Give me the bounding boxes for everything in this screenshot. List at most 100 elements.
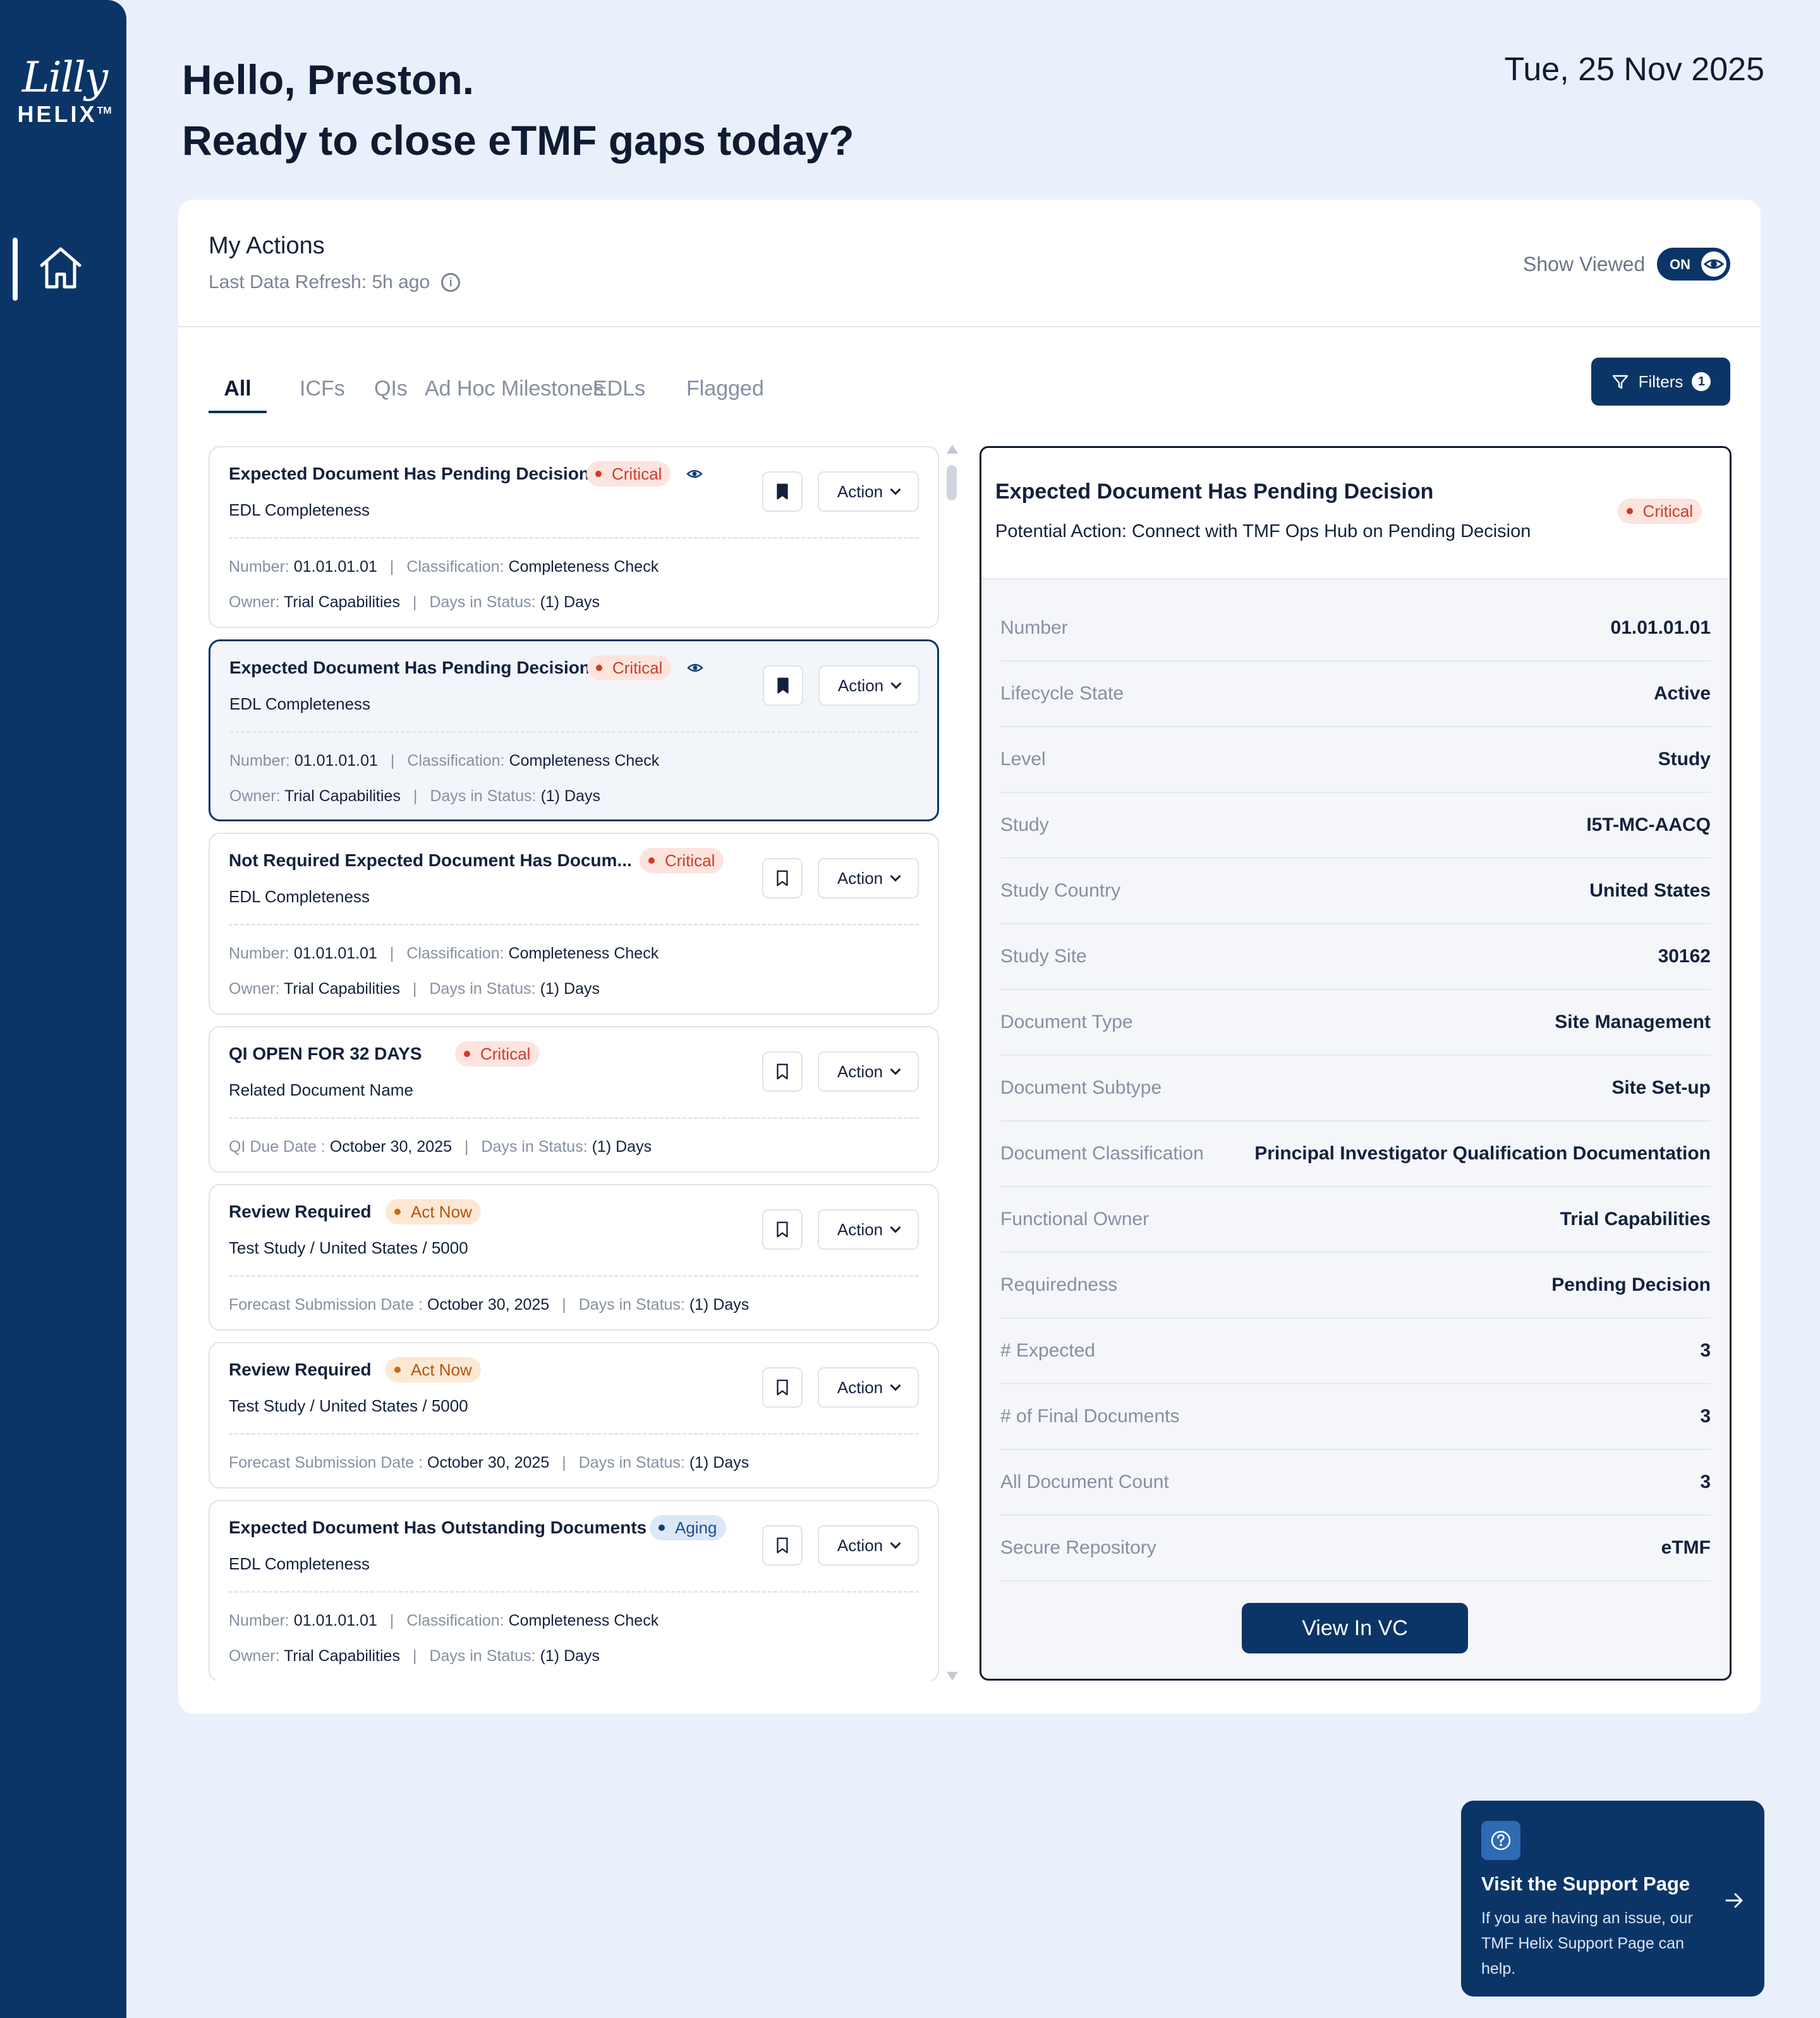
bookmark-icon: [777, 1537, 788, 1554]
detail-status-badge: Critical: [1617, 498, 1702, 524]
bookmark-icon: [777, 483, 788, 500]
bookmark-button[interactable]: [762, 858, 803, 898]
action-item-subtitle: Related Document Name: [229, 1080, 413, 1099]
view-in-vc-button[interactable]: View In VC: [1242, 1603, 1468, 1653]
scrollbar-thumb[interactable]: [947, 465, 957, 500]
toggle-knob: [1701, 251, 1726, 277]
meta-value: Trial Capabilities: [284, 1647, 400, 1665]
detail-title: Expected Document Has Pending Decision: [995, 480, 1434, 504]
scroll-up-arrow[interactable]: [947, 445, 958, 454]
detail-row: All Document Count 3: [1000, 1450, 1711, 1516]
detail-row-label: Level: [1000, 749, 1046, 770]
scroll-down-arrow[interactable]: [947, 1672, 958, 1681]
meta-separator: |: [412, 980, 417, 998]
action-item-card[interactable]: Expected Document Has Pending Decision Cr…: [209, 446, 939, 628]
detail-row-label: # Expected: [1000, 1340, 1096, 1361]
action-dropdown-button[interactable]: Action: [818, 471, 919, 512]
bookmark-button[interactable]: [762, 1051, 803, 1092]
bookmark-button[interactable]: [763, 665, 803, 706]
detail-row-label: Requiredness: [1000, 1274, 1118, 1295]
action-item-card[interactable]: Review Required Act Now Test Study / Unite…: [209, 1342, 939, 1489]
detail-row-label: Functional Owner: [1000, 1209, 1150, 1230]
support-card[interactable]: Visit the Support Page If you are having…: [1461, 1801, 1764, 1997]
meta-value: October 30, 2025: [427, 1454, 550, 1471]
action-item-title: Expected Document Has Outstanding Docume…: [229, 1518, 647, 1537]
action-item-card[interactable]: Expected Document Has Pending Decision Cr…: [209, 639, 939, 821]
tab-edls[interactable]: EDLs: [593, 377, 646, 401]
detail-row: Functional Owner Trial Capabilities: [1000, 1187, 1711, 1253]
chevron-down-icon: [890, 1222, 901, 1233]
action-dropdown-button[interactable]: Action: [818, 858, 919, 898]
meta-label: Classification:: [406, 1612, 504, 1629]
bookmark-button[interactable]: [762, 471, 803, 512]
greeting-line-2: Ready to close eTMF gaps today?: [182, 117, 854, 164]
item-divider: [229, 1275, 919, 1277]
toggle-state-label: ON: [1670, 257, 1690, 272]
bookmark-button[interactable]: [762, 1209, 803, 1250]
status-badge: Act Now: [385, 1357, 481, 1382]
action-list[interactable]: Expected Document Has Pending Decision Cr…: [209, 446, 939, 1681]
action-dropdown-button[interactable]: Action: [818, 665, 919, 706]
status-badge: Critical: [455, 1041, 540, 1066]
action-item-card[interactable]: Not Required Expected Document Has Docum…: [209, 833, 939, 1015]
info-icon[interactable]: i: [441, 273, 461, 292]
detail-header: Expected Document Has Pending Decision P…: [981, 448, 1730, 579]
meta-label: Days in Status:: [429, 1647, 536, 1665]
detail-row: Lifecycle State Active: [1000, 662, 1711, 727]
detail-row: # of Final Documents 3: [1000, 1384, 1711, 1450]
action-item-card[interactable]: QI OPEN FOR 32 DAYS Critical Related Docum…: [209, 1026, 939, 1173]
filters-button[interactable]: Filters 1: [1591, 358, 1730, 406]
home-icon[interactable]: [35, 243, 86, 293]
action-item-meta: QI Due Date : October 30, 2025 | Days in S…: [229, 1136, 652, 1157]
action-item-subtitle: EDL Completeness: [229, 694, 371, 713]
chevron-down-icon: [890, 1380, 901, 1391]
lilly-helix-logo[interactable]: Lilly HELIXTM: [14, 57, 115, 127]
help-icon-wrap: [1481, 1821, 1520, 1860]
meta-value: (1) Days: [540, 1647, 600, 1665]
detail-row: Number 01.01.01.01: [1000, 596, 1711, 662]
action-dropdown-button[interactable]: Action: [818, 1051, 919, 1092]
action-dropdown-button[interactable]: Action: [818, 1209, 919, 1250]
action-item-meta: Forecast Submission Date : October 30, 2…: [229, 1452, 749, 1473]
action-item-subtitle: EDL Completeness: [229, 1554, 370, 1573]
action-dropdown-button[interactable]: Action: [818, 1367, 919, 1408]
meta-label: Days in Status:: [481, 1138, 588, 1156]
action-item-meta: Owner: Trial Capabilities | Days in Status…: [229, 978, 600, 1000]
meta-label: Number:: [229, 558, 289, 576]
detail-row: Document Subtype Site Set-up: [1000, 1056, 1711, 1121]
action-label: Action: [837, 1377, 883, 1397]
detail-row: Study I5T-MC-AACQ: [1000, 793, 1711, 859]
support-title: Visit the Support Page: [1481, 1873, 1690, 1895]
tab-ad-hoc-milestones[interactable]: Ad Hoc Milestones: [425, 377, 604, 401]
meta-value: (1) Days: [540, 980, 600, 998]
meta-value: (1) Days: [689, 1296, 749, 1314]
meta-label: Number:: [229, 945, 289, 962]
meta-separator: |: [464, 1138, 469, 1156]
show-viewed-toggle[interactable]: ON: [1657, 248, 1730, 281]
meta-value: Trial Capabilities: [284, 593, 400, 611]
logo-wordmark: HELIXTM: [17, 101, 112, 127]
meta-label: Days in Status:: [429, 980, 536, 998]
action-item-card[interactable]: Expected Document Has Outstanding Docume…: [209, 1500, 939, 1681]
bookmark-button[interactable]: [762, 1525, 803, 1566]
show-viewed-label: Show Viewed: [1523, 253, 1646, 275]
action-dropdown-button[interactable]: Action: [818, 1525, 919, 1566]
nav-active-indicator: [13, 238, 18, 301]
tab-icfs[interactable]: ICFs: [300, 377, 345, 401]
meta-label: Number:: [229, 1612, 289, 1629]
meta-label: Classification:: [407, 752, 505, 770]
tab-flagged[interactable]: Flagged: [686, 377, 764, 401]
tab-all[interactable]: All: [209, 366, 267, 413]
meta-separator: |: [389, 945, 394, 962]
meta-value: (1) Days: [540, 787, 601, 805]
bookmark-button[interactable]: [762, 1367, 803, 1408]
meta-value: (1) Days: [540, 593, 600, 611]
detail-row-value: Principal Investigator Qualification Doc…: [1254, 1143, 1711, 1164]
action-item-title: Not Required Expected Document Has Docum…: [229, 850, 632, 870]
detail-row-value: Trial Capabilities: [1560, 1209, 1711, 1230]
meta-label: Days in Status:: [429, 593, 536, 611]
tab-qis[interactable]: QIs: [374, 377, 408, 401]
viewed-eye-icon: [686, 469, 703, 478]
arrow-right-icon[interactable]: [1721, 1888, 1747, 1913]
action-item-card[interactable]: Review Required Act Now Test Study / Unite…: [209, 1184, 939, 1331]
